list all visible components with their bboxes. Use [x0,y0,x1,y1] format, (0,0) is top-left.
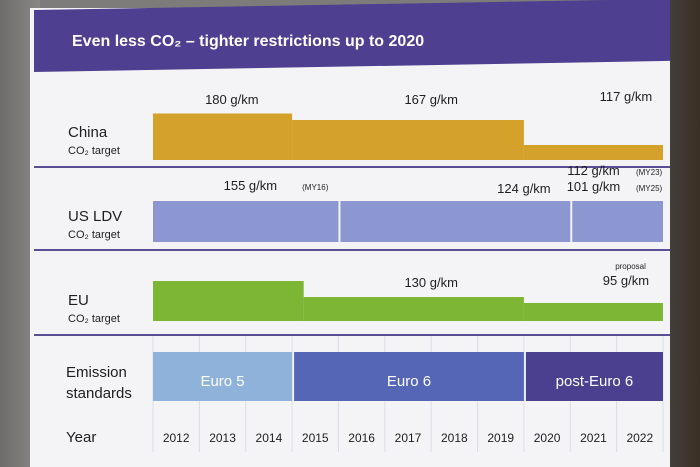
eu-sublabel: CO₂ target [68,313,120,325]
eu-label-95: 95 g/km [603,273,649,288]
us-note-my23: (MY23) [636,168,663,177]
china-label-180: 180 g/km [205,92,258,107]
us-label-155: 155 g/km [224,178,277,193]
year-tick-label: 2014 [256,431,283,445]
eu-target-bar [303,297,524,321]
row-divider [34,249,670,251]
year-tick-label: 2021 [580,431,607,445]
us-target-bar [340,201,571,242]
slide-title: Even less CO₂ – tighter restrictions up … [72,33,425,50]
eu-target-bar [523,303,663,321]
china-target-bar [292,120,524,160]
emission-label-2: standards [66,385,132,402]
year-tick-label: 2018 [441,431,468,445]
year-tick-label: 2015 [302,431,329,445]
china-label-167: 167 g/km [404,92,457,107]
china-label-117: 117 g/km [600,89,653,104]
emission-standard-bar [294,352,524,401]
year-tick-label: 2022 [626,431,653,445]
us-label: US LDV [68,208,123,225]
us-note-my16: (MY16) [302,183,329,192]
us-note-my25: (MY25) [636,184,663,193]
emission-standard-bar [153,352,293,401]
eu-note-proposal: proposal [615,262,646,271]
year-tick-label: 2019 [487,431,514,445]
us-sublabel: CO₂ target [68,229,120,241]
china-sublabel: CO₂ target [68,145,120,157]
us-label-101: 101 g/km [567,179,620,194]
emission-standard-label: post-Euro 6 [556,373,634,390]
year-tick-label: 2012 [163,431,190,445]
right-frame [668,0,700,467]
year-tick-label: 2013 [209,431,236,445]
eu-target-bar [153,281,304,321]
row-divider [34,334,670,336]
us-target-bar [572,201,663,242]
eu-label-130: 130 g/km [404,275,457,290]
emission-standard-label: Euro 6 [387,373,431,390]
year-tick-label: 2017 [395,431,422,445]
emission-label-1: Emission [66,364,127,381]
china-label: China [68,124,108,141]
eu-label: EU [68,292,89,309]
china-target-bar [153,113,293,160]
emission-standard-bar [525,352,663,401]
year-tick-label: 2020 [534,431,561,445]
us-label-124: 124 g/km [497,181,550,196]
year-label: Year [66,429,97,446]
row-divider [34,166,670,168]
us-target-bar [153,201,339,242]
emission-standard-label: Euro 5 [200,373,244,390]
china-target-bar [523,145,663,160]
us-label-112: 112 g/km [567,163,620,178]
year-tick-label: 2016 [348,431,375,445]
